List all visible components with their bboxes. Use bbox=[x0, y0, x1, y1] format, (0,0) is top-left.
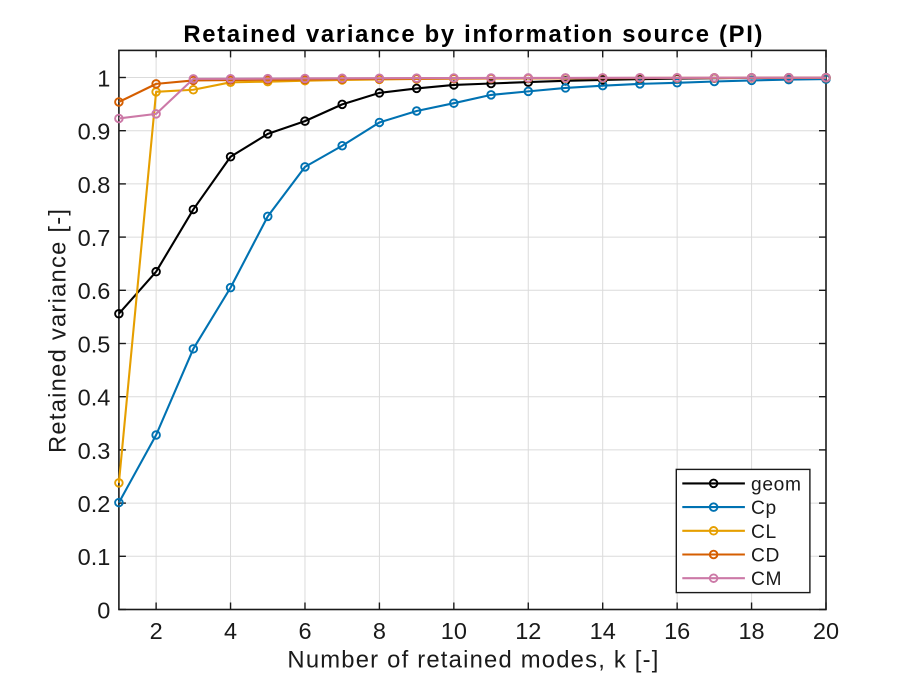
svg-text:10: 10 bbox=[441, 618, 467, 644]
svg-text:0.4: 0.4 bbox=[78, 385, 111, 411]
svg-text:0.6: 0.6 bbox=[78, 278, 111, 304]
svg-text:Retained variance by informati: Retained variance by information source … bbox=[183, 21, 764, 48]
svg-text:6: 6 bbox=[298, 618, 311, 644]
svg-text:Number of retained modes, k [-: Number of retained modes, k [-] bbox=[287, 647, 659, 674]
svg-text:0.7: 0.7 bbox=[78, 225, 111, 251]
svg-text:0.2: 0.2 bbox=[78, 491, 111, 517]
svg-text:0: 0 bbox=[97, 597, 110, 623]
svg-text:0.9: 0.9 bbox=[78, 119, 111, 145]
svg-text:geom: geom bbox=[751, 474, 802, 495]
svg-text:4: 4 bbox=[224, 618, 237, 644]
svg-text:0.1: 0.1 bbox=[78, 544, 111, 570]
svg-text:2: 2 bbox=[150, 618, 163, 644]
svg-text:14: 14 bbox=[590, 618, 616, 644]
svg-text:20: 20 bbox=[813, 618, 839, 644]
svg-text:12: 12 bbox=[515, 618, 541, 644]
svg-text:18: 18 bbox=[738, 618, 764, 644]
svg-text:8: 8 bbox=[373, 618, 386, 644]
svg-text:16: 16 bbox=[664, 618, 690, 644]
svg-text:CM: CM bbox=[751, 569, 782, 590]
svg-text:Retained variance [-]: Retained variance [-] bbox=[45, 208, 72, 453]
svg-text:0.8: 0.8 bbox=[78, 172, 111, 198]
svg-text:0.5: 0.5 bbox=[78, 331, 111, 357]
svg-text:1: 1 bbox=[97, 65, 110, 91]
svg-text:CL: CL bbox=[751, 522, 777, 543]
svg-text:Cp: Cp bbox=[751, 498, 777, 519]
svg-text:0.3: 0.3 bbox=[78, 438, 111, 464]
svg-text:CD: CD bbox=[751, 546, 780, 567]
